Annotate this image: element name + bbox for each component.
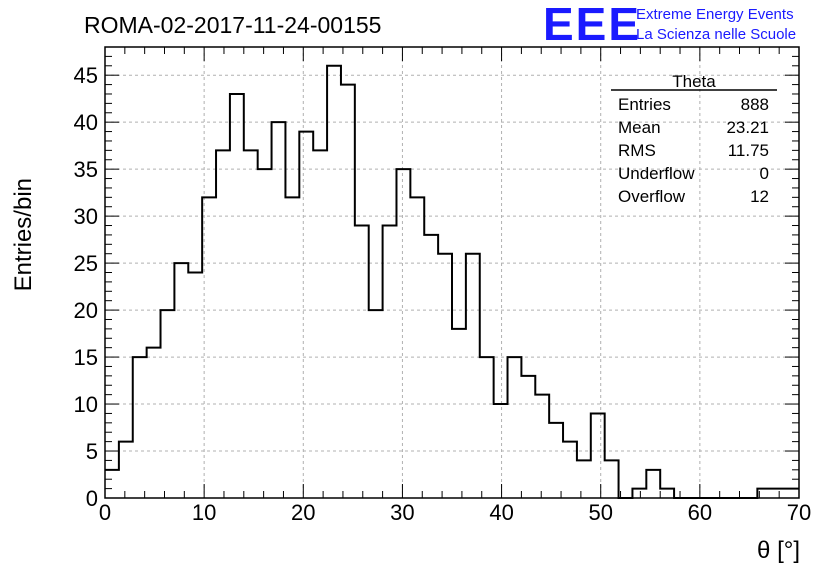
y-tick-label: 20	[74, 298, 98, 323]
y-tick-label: 25	[74, 251, 98, 276]
stat-value-entries: 888	[741, 95, 769, 114]
x-tick-label: 10	[192, 500, 216, 525]
x-tick-label: 50	[588, 500, 612, 525]
histogram-outline	[105, 64, 799, 499]
stat-value-overflow: 12	[750, 187, 769, 206]
eee-logo-mark: EEE	[543, 0, 641, 50]
y-tick-label: 0	[86, 486, 98, 511]
stat-label-rms: RMS	[618, 141, 656, 160]
x-tick-label: 0	[99, 500, 111, 525]
stat-label-mean: Mean	[618, 118, 661, 137]
y-tick-label: 15	[74, 345, 98, 370]
x-tick-label: 60	[688, 500, 712, 525]
x-axis-title: θ [°]	[757, 537, 800, 564]
y-tick-label: 5	[86, 439, 98, 464]
x-tick-label: 40	[489, 500, 513, 525]
y-tick-label: 40	[74, 110, 98, 135]
stats-box: Theta Entries 888 Mean 23.21 RMS 11.75 U…	[611, 72, 777, 206]
x-tick-label: 70	[787, 500, 811, 525]
run-title: ROMA-02-2017-11-24-00155	[84, 12, 381, 38]
x-tick-labels: 0 10 20 30 40 50 60 70	[99, 500, 811, 525]
y-tick-labels: 0 5 10 15 20 25 30 35 40 45	[74, 63, 98, 511]
axis-ticks	[104, 46, 800, 499]
y-axis-title: Entries/bin	[10, 178, 37, 291]
x-tick-label: 20	[291, 500, 315, 525]
eee-logo-line1: Extreme Energy Events	[636, 6, 794, 23]
stat-value-underflow: 0	[760, 164, 769, 183]
grid-lines	[105, 47, 799, 498]
y-tick-label: 10	[74, 392, 98, 417]
stat-value-mean: 23.21	[726, 118, 769, 137]
stat-label-entries: Entries	[618, 95, 671, 114]
y-tick-label: 45	[74, 63, 98, 88]
x-tick-label: 30	[390, 500, 414, 525]
eee-logo-line2: La Scienza nelle Scuole	[636, 26, 796, 43]
stat-label-underflow: Underflow	[618, 164, 695, 183]
stat-value-rms: 11.75	[728, 141, 769, 160]
y-tick-label: 35	[74, 157, 98, 182]
eee-logo: EEE Extreme Energy Events La Scienza nel…	[543, 0, 796, 50]
stat-label-overflow: Overflow	[618, 187, 686, 206]
y-tick-label: 30	[74, 204, 98, 229]
stats-box-title: Theta	[672, 72, 716, 91]
